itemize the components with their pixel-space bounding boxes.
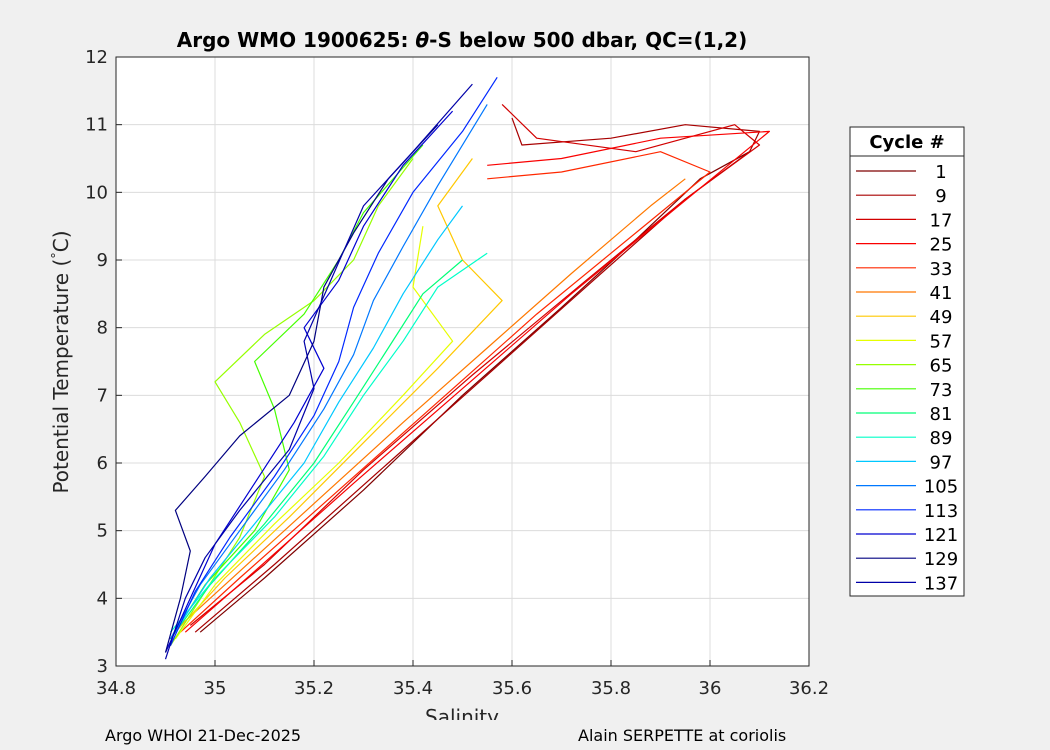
legend-label: 81 <box>930 404 953 425</box>
x-tick-label: 35.8 <box>591 678 631 699</box>
y-tick-label: 3 <box>97 656 108 677</box>
x-tick-label: 36 <box>699 678 722 699</box>
legend-title: Cycle # <box>869 132 944 153</box>
legend-label: 137 <box>924 573 958 594</box>
x-axis-label: Salinity <box>425 705 499 720</box>
series-line-cycle-25 <box>184 130 771 633</box>
x-tick-label: 35.6 <box>492 678 532 699</box>
x-axis-ticks: 34.8 35 35.2 35.4 35.6 35.8 36 36.2 <box>96 660 829 699</box>
legend-label: 1 <box>935 162 946 183</box>
y-tick-label: 11 <box>85 115 108 136</box>
series-line-cycle-113 <box>169 76 498 646</box>
y-tick-label: 9 <box>97 250 108 271</box>
footer-right: Alain SERPETTE at coriolis <box>578 726 787 745</box>
footer-left: Argo WHOI 21-Dec-2025 <box>105 726 302 745</box>
title-main: Argo WMO 1900625: <box>177 28 416 52</box>
legend-label: 33 <box>930 259 953 280</box>
series-group <box>164 76 771 660</box>
y-axis-label-main: Potential Temperature ( <box>49 259 73 494</box>
legend-label: 129 <box>924 549 958 570</box>
series-line-cycle-105 <box>169 104 488 640</box>
y-axis-label-unit: C) <box>49 230 73 252</box>
legend-label: 105 <box>924 477 958 498</box>
plot-area <box>116 57 809 666</box>
theta-s-chart: 34.8 35 35.2 35.4 35.6 35.8 36 36.2 34567891011… <box>49 28 965 720</box>
y-tick-label: 10 <box>85 182 108 203</box>
legend-label: 57 <box>930 331 953 352</box>
y-tick-label: 4 <box>97 588 108 609</box>
legend-label: 17 <box>930 210 953 231</box>
series-line-cycle-57 <box>174 226 454 640</box>
legend-label: 73 <box>930 380 953 401</box>
series-line-cycle-17 <box>189 103 761 626</box>
y-tick-label: 8 <box>97 318 108 339</box>
legend-label: 41 <box>930 283 953 304</box>
legend-label: 113 <box>924 501 958 522</box>
y-axis-ticks: 3 4 5 6 7 8 9 10 11 12 <box>85 47 122 677</box>
x-tick-label: 34.8 <box>96 678 136 699</box>
title-theta: θ <box>415 28 429 52</box>
legend-box <box>849 126 965 597</box>
plot-frame <box>115 56 810 667</box>
series-line-cycle-89 <box>169 252 488 633</box>
y-axis-label-degree: ° <box>50 252 65 259</box>
legend-label: 89 <box>930 428 953 449</box>
legend-label: 97 <box>930 452 953 473</box>
legend-label: 121 <box>924 525 958 546</box>
series-line-cycle-97 <box>169 205 463 640</box>
series-line-cycle-129 <box>164 124 439 653</box>
x-tick-label: 35 <box>204 678 227 699</box>
series-line-cycle-49 <box>174 158 503 633</box>
series-line-cycle-137 <box>164 83 473 660</box>
legend-label: 9 <box>935 186 946 207</box>
title-rest: -S below 500 dbar, QC=(1,2) <box>429 28 747 52</box>
series-line-cycle-81 <box>169 259 463 640</box>
chart-title: Argo WMO 1900625: θ-S below 500 dbar, QC… <box>177 28 747 52</box>
x-tick-label: 35.4 <box>393 678 433 699</box>
y-tick-label: 12 <box>85 47 108 68</box>
y-axis-label: Potential Temperature (°C) <box>49 230 73 493</box>
legend-label: 49 <box>930 307 953 328</box>
y-tick-label: 6 <box>97 453 108 474</box>
x-tick-label: 35.2 <box>294 678 334 699</box>
series-line-cycle-121 <box>164 110 454 653</box>
legend-label: 65 <box>930 356 953 377</box>
x-tick-label: 36.2 <box>789 678 829 699</box>
y-tick-label: 5 <box>97 521 108 542</box>
series-line-cycle-41 <box>179 178 686 626</box>
legend-items: 1 9 17 25 33 41 49 57 65 73 81 89 97 105 113 121 129 137 <box>856 162 958 594</box>
legend: Cycle # 1 9 17 25 33 41 49 57 65 73 81 89 97 105 113 12… <box>849 126 965 597</box>
legend-label: 25 <box>930 235 953 256</box>
y-tick-label: 7 <box>97 385 108 406</box>
series-line-cycle-33 <box>179 151 711 633</box>
